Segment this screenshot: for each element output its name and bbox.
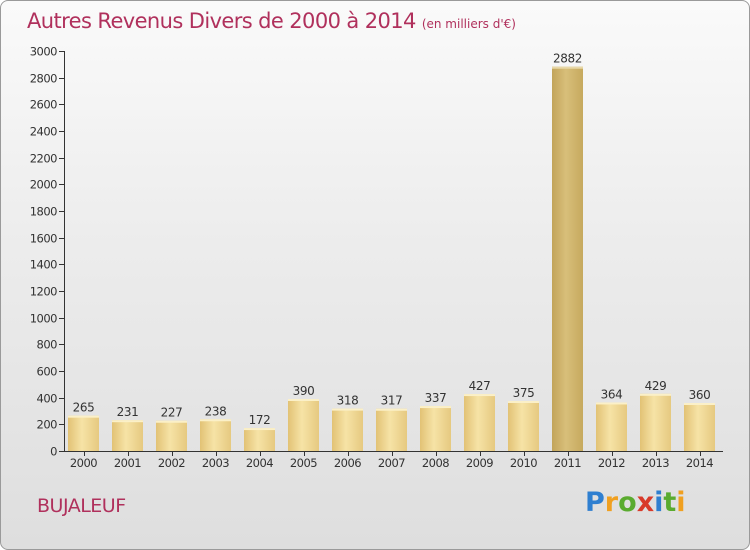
bar-top-edge — [156, 420, 187, 423]
y-tick-label: 2600 — [30, 98, 57, 112]
y-tick-label: 400 — [37, 392, 58, 406]
bar — [684, 403, 715, 451]
x-tick-label: 2001 — [114, 456, 141, 470]
bar-value-label: 318 — [337, 394, 359, 408]
bar — [420, 406, 451, 451]
x-tick-label: 2006 — [334, 456, 361, 470]
bar-value-label: 231 — [117, 405, 139, 419]
bar — [376, 408, 407, 451]
x-tick-label: 2000 — [70, 456, 97, 470]
y-tick-label: 3000 — [30, 45, 57, 59]
bar-value-label: 364 — [601, 387, 623, 401]
logo-letter: i — [676, 487, 686, 518]
bar-top-edge — [596, 402, 627, 405]
bar-value-label: 375 — [513, 386, 535, 400]
bar-value-label: 390 — [293, 384, 315, 398]
bar-top-edge — [332, 408, 363, 411]
bar-value-label: 172 — [249, 413, 271, 427]
bar-top-edge — [68, 415, 99, 418]
x-tick-label: 2011 — [554, 456, 581, 470]
x-tick-label: 2012 — [598, 456, 625, 470]
bar-top-edge — [200, 419, 231, 422]
bar-value-label: 429 — [645, 379, 667, 393]
bar-top-edge — [288, 399, 319, 401]
bar-top-edge — [376, 408, 407, 411]
x-tick-label: 2005 — [290, 456, 317, 470]
bar — [112, 420, 143, 451]
x-tick-label: 2014 — [686, 456, 713, 470]
logo-letter: t — [663, 487, 677, 518]
y-tick-label: 1200 — [30, 285, 57, 299]
bar — [640, 393, 671, 451]
bar-top-edge — [552, 66, 583, 69]
bar — [508, 401, 539, 451]
y-tick-label: 2800 — [30, 72, 57, 86]
bar — [464, 394, 495, 451]
proxiti-logo: Proxiti — [585, 487, 686, 518]
x-tick-label: 2008 — [422, 456, 449, 470]
bar-top-edge — [420, 406, 451, 409]
y-tick-label: 2000 — [30, 178, 57, 192]
x-tick-label: 2010 — [510, 456, 537, 470]
bar-value-label: 427 — [469, 379, 491, 393]
title-unit: (en milliers d'€) — [421, 17, 516, 31]
y-tick-label: 200 — [37, 418, 58, 432]
y-tick-label: 1800 — [30, 205, 57, 219]
bar-value-label: 2882 — [553, 52, 582, 66]
bar — [68, 415, 99, 451]
bar-top-edge — [640, 393, 671, 396]
y-tick-label: 2200 — [30, 152, 57, 166]
bar-value-label: 337 — [425, 391, 447, 405]
bar — [596, 402, 627, 451]
bar — [552, 66, 583, 451]
bar — [244, 428, 275, 451]
bar-value-label: 238 — [205, 404, 227, 418]
y-tick-label: 800 — [37, 338, 58, 352]
x-tick-label: 2007 — [378, 456, 405, 470]
logo-letter: i — [654, 487, 664, 518]
y-tick-label: 0 — [50, 445, 57, 459]
bar — [288, 399, 319, 451]
logo-letter: r — [604, 487, 619, 518]
bar-top-edge — [112, 420, 143, 423]
title-text: Autres Revenus Divers de 2000 à 2014 — [27, 9, 416, 33]
bar-value-label: 227 — [161, 406, 183, 420]
x-tick-label: 2002 — [158, 456, 185, 470]
y-tick-label: 1600 — [30, 232, 57, 246]
bar-value-label: 265 — [73, 401, 95, 415]
place-name: BUJALEUF — [37, 495, 126, 517]
bar-top-edge — [464, 394, 495, 397]
bar-value-label: 360 — [689, 388, 711, 402]
chart-title: Autres Revenus Divers de 2000 à 2014 (en … — [27, 9, 516, 33]
bar — [200, 419, 231, 451]
bar — [156, 420, 187, 451]
bar-value-label: 317 — [381, 394, 403, 408]
x-tick-label: 2009 — [466, 456, 493, 470]
bar-top-edge — [508, 401, 539, 403]
logo-letter: x — [636, 487, 655, 518]
y-tick-label: 600 — [37, 365, 58, 379]
y-tick-label: 1400 — [30, 258, 57, 272]
bar — [332, 408, 363, 451]
bar-top-edge — [684, 403, 715, 405]
x-tick-label: 2013 — [642, 456, 669, 470]
bar-top-edge — [244, 428, 275, 431]
logo-letter: P — [585, 487, 605, 518]
logo-letter: o — [618, 487, 637, 518]
x-tick-label: 2004 — [246, 456, 273, 470]
y-tick-label: 2400 — [30, 125, 57, 139]
y-tick-label: 1000 — [30, 312, 57, 326]
x-tick-label: 2003 — [202, 456, 229, 470]
